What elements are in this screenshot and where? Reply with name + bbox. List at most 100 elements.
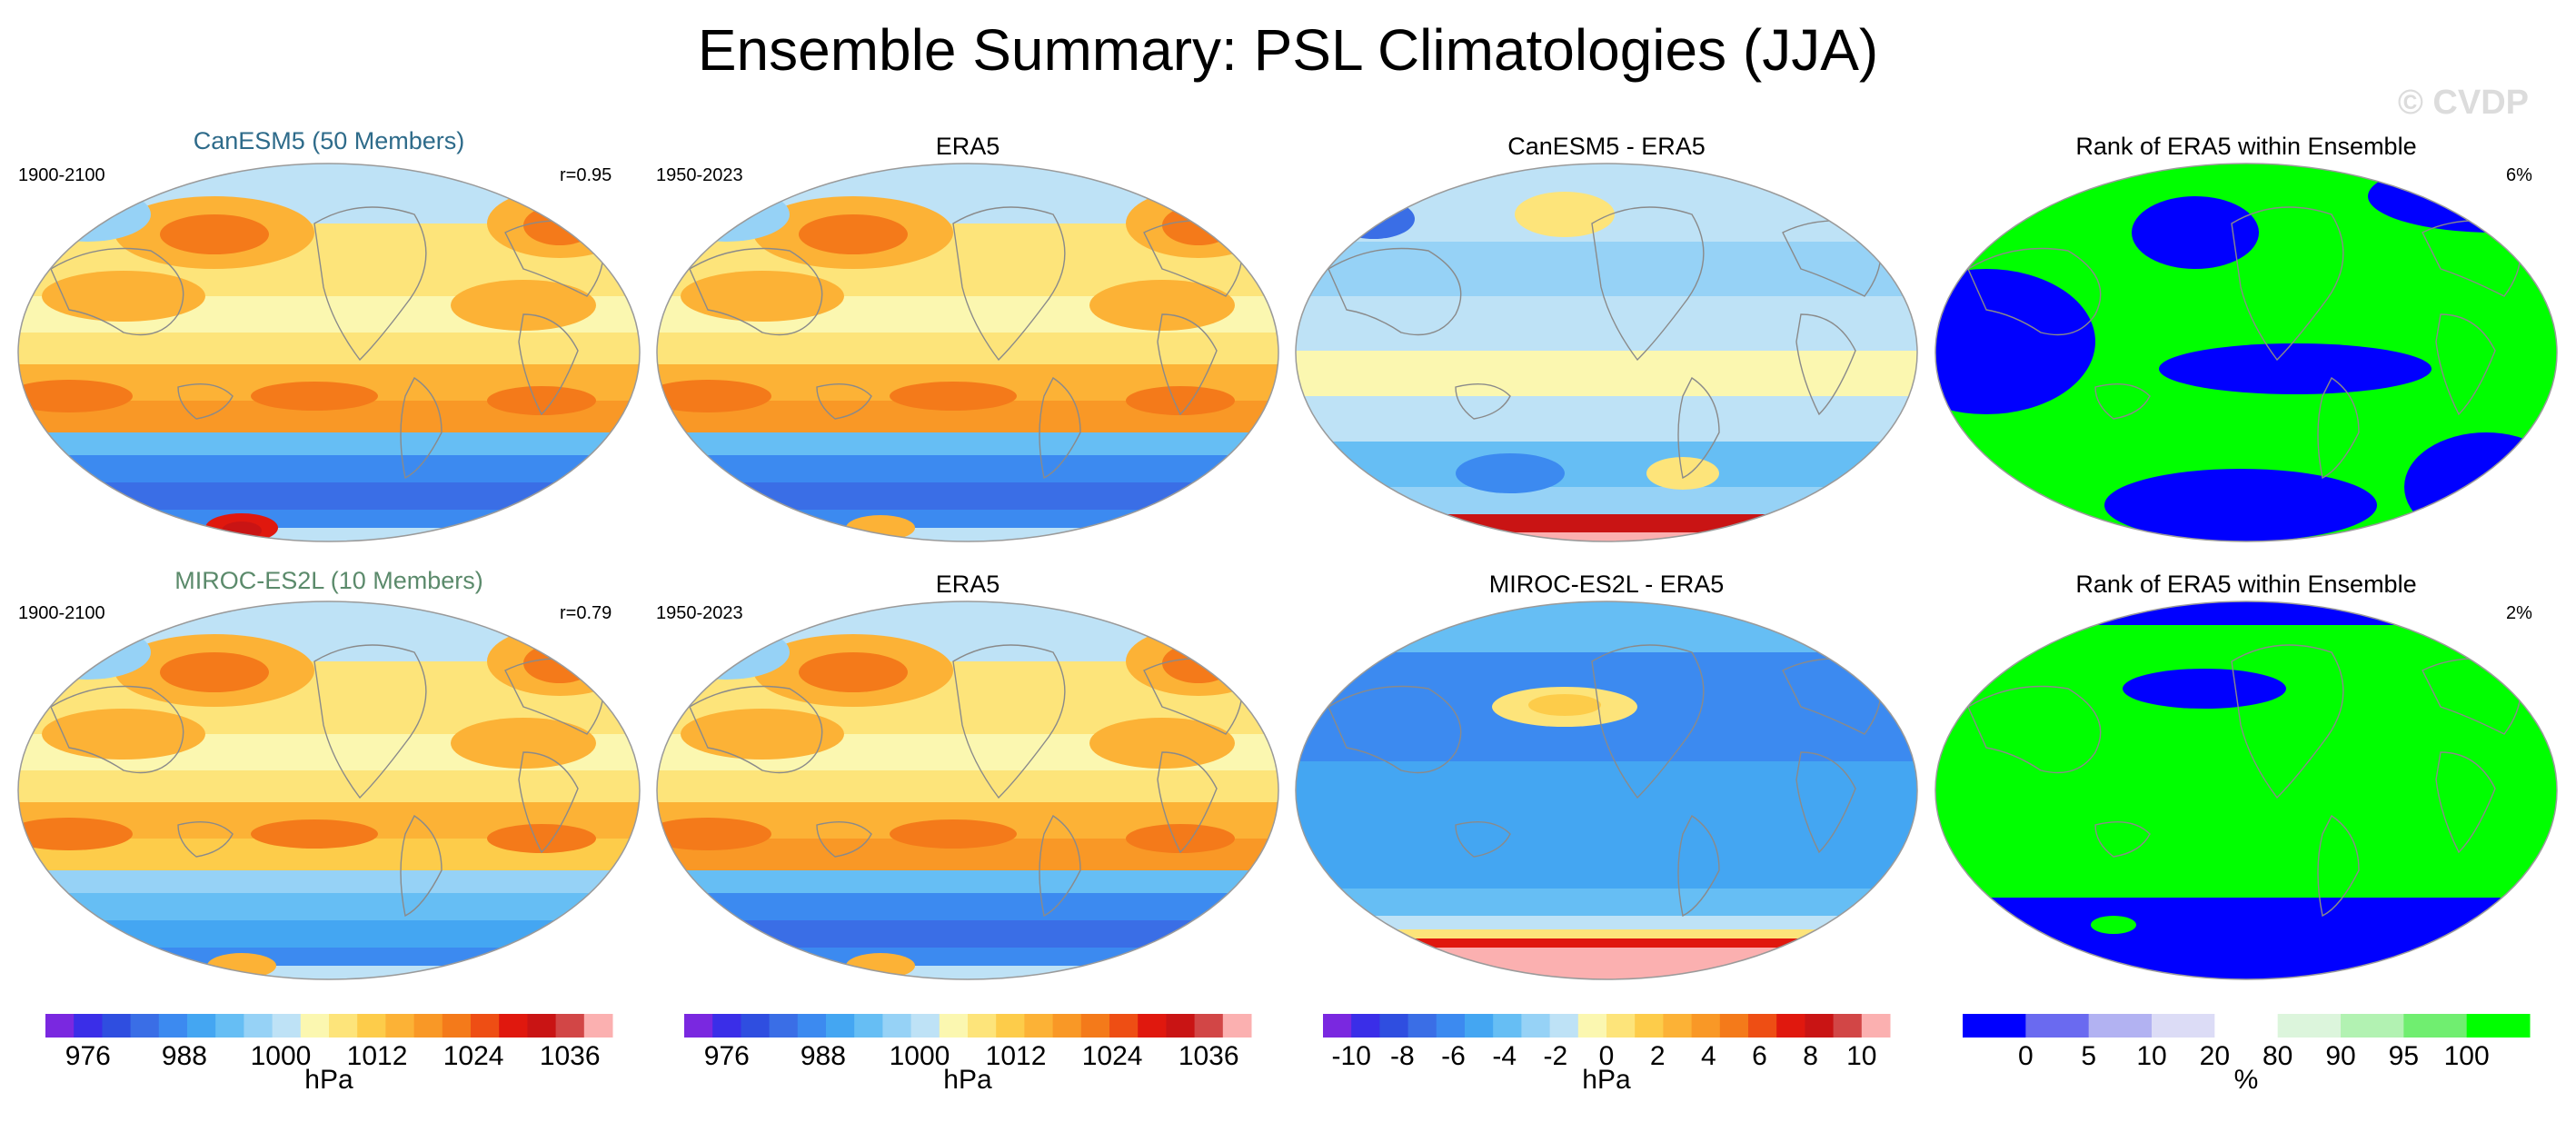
- colorbar-swatch: [357, 1014, 386, 1038]
- colorbar-swatch: [769, 1014, 799, 1038]
- colorbar-swatch: [1323, 1014, 1352, 1038]
- colorbar-swatch: [1549, 1014, 1579, 1038]
- colorbar-tick-label: 1000: [890, 1041, 950, 1071]
- colorbar-swatch: [1833, 1014, 1863, 1038]
- pattern-correlation-canesm5: r=0.95: [560, 165, 612, 185]
- colorbar-swatch: [215, 1014, 244, 1038]
- colorbar-swatch: [74, 1014, 103, 1038]
- colorbar-swatch: [385, 1014, 415, 1038]
- colorbar-swatch: [684, 1014, 713, 1038]
- colorbar-swatch: [158, 1014, 188, 1038]
- panel-title-rank-row1: Rank of ERA5 within Ensemble: [2075, 133, 2417, 160]
- panel-title-era5-row1: ERA5: [935, 133, 1000, 160]
- colorbar-tick-label: 0: [2018, 1041, 2034, 1071]
- colorbar-psl-obs: 976 988 1000 1012 1024 1036: [684, 1014, 1252, 1071]
- colorbar-swatch: [910, 1014, 940, 1038]
- colorbar-tick-label: 80: [2263, 1041, 2293, 1071]
- rank-percent-row2: 2%: [2506, 603, 2532, 623]
- colorbar-swatch: [1166, 1014, 1196, 1038]
- colorbar-swatch: [1805, 1014, 1835, 1038]
- colorbar-rank: 0 5 10 20 80 90 95 100: [1963, 1014, 2531, 1071]
- colorbar-swatch: [1663, 1014, 1693, 1038]
- figure-title: Ensemble Summary: PSL Climatologies (JJA…: [697, 17, 1879, 83]
- colorbar-tick-label: -10: [1332, 1041, 1371, 1071]
- colorbar-swatch: [471, 1014, 500, 1038]
- colorbar-swatch: [1080, 1014, 1110, 1038]
- colorbar-swatch: [882, 1014, 912, 1038]
- colorbar-unit-rank: %: [2233, 1065, 2259, 1095]
- colorbar-tick-label: 5: [2081, 1041, 2096, 1071]
- colorbar-swatch: [442, 1014, 472, 1038]
- colorbar-swatch: [2214, 1014, 2279, 1038]
- colorbar-swatch: [1577, 1014, 1607, 1038]
- colorbar-tick-label: 100: [2444, 1041, 2490, 1071]
- colorbar-swatch: [130, 1014, 160, 1038]
- colorbar-swatch: [1138, 1014, 1167, 1038]
- colorbar-tick-label: -2: [1543, 1041, 1567, 1071]
- colorbar-swatch: [300, 1014, 330, 1038]
- colorbar-swatch: [2277, 1014, 2342, 1038]
- colorbar-tick-label: 988: [162, 1041, 207, 1071]
- pattern-correlation-miroc: r=0.79: [560, 603, 612, 623]
- colorbar-swatch: [968, 1014, 997, 1038]
- colorbar-swatch: [1109, 1014, 1139, 1038]
- panel-title-diff-canesm5: CanESM5 - ERA5: [1507, 133, 1706, 160]
- colorbar-tick-label: 8: [1803, 1041, 1818, 1071]
- colorbar-swatch: [797, 1014, 827, 1038]
- period-label-era5-row2: 1950-2023: [656, 603, 743, 623]
- colorbar-tick-label: 1012: [347, 1041, 408, 1071]
- colorbar-swatch: [1436, 1014, 1466, 1038]
- colorbar-swatch: [1963, 1014, 2026, 1038]
- colorbar-swatch: [1776, 1014, 1805, 1038]
- colorbar-swatch: [1691, 1014, 1721, 1038]
- colorbar-tick-label: 20: [2200, 1041, 2230, 1071]
- colorbar-swatch: [2466, 1014, 2531, 1038]
- colorbar-tick-label: 0: [1599, 1041, 1615, 1071]
- colorbar-swatch: [1719, 1014, 1749, 1038]
- colorbar-swatch: [2025, 1014, 2090, 1038]
- colorbar-swatch: [1407, 1014, 1437, 1038]
- cvdp-watermark: © CVDP: [2397, 84, 2529, 122]
- period-label-canesm5: 1900-2100: [18, 165, 105, 185]
- colorbar-swatch: [996, 1014, 1025, 1038]
- colorbar-tick-label: 90: [2325, 1041, 2355, 1071]
- colorbar-swatch: [2341, 1014, 2404, 1038]
- colorbar-tick-label: 976: [704, 1041, 750, 1071]
- panel-title-rank-row2: Rank of ERA5 within Ensemble: [2075, 571, 2417, 598]
- map-canesm5-minus-era5: [1292, 160, 1921, 545]
- colorbar-swatch: [1194, 1014, 1224, 1038]
- colorbar-swatch: [741, 1014, 771, 1038]
- colorbar-swatch: [244, 1014, 274, 1038]
- colorbar-tick-label: 1024: [443, 1041, 504, 1071]
- colorbar-tick-label: 6: [1752, 1041, 1767, 1071]
- colorbar-swatch: [2088, 1014, 2153, 1038]
- colorbar-tick-label: 1000: [251, 1041, 312, 1071]
- panel-title-miroc: MIROC-ES2L (10 Members): [174, 567, 483, 594]
- panel-title-canesm5: CanESM5 (50 Members): [193, 127, 465, 154]
- map-rank-row1: [1932, 160, 2561, 545]
- colorbar-swatch: [1748, 1014, 1777, 1038]
- period-label-miroc: 1900-2100: [18, 603, 105, 623]
- colorbar-swatch: [826, 1014, 855, 1038]
- colorbar-swatch: [102, 1014, 132, 1038]
- colorbar-unit-psl-obs: hPa: [943, 1065, 992, 1095]
- colorbar-tick-label: 1036: [540, 1041, 601, 1071]
- colorbar-swatch: [1379, 1014, 1409, 1038]
- colorbar-swatch: [1222, 1014, 1252, 1038]
- colorbar-swatch: [854, 1014, 883, 1038]
- colorbar-swatch: [1465, 1014, 1494, 1038]
- colorbar-tick-label: 988: [801, 1041, 846, 1071]
- map-era5-psl-row1: [653, 160, 1282, 545]
- colorbar-swatch: [1024, 1014, 1054, 1038]
- colorbar-swatch: [187, 1014, 216, 1038]
- colorbar-swatch: [499, 1014, 528, 1038]
- colorbar-tick-label: 2: [1650, 1041, 1666, 1071]
- colorbar-tick-label: 4: [1701, 1041, 1716, 1071]
- colorbar-tick-label: 10: [2136, 1041, 2166, 1071]
- colorbar-swatch: [329, 1014, 358, 1038]
- period-label-era5-row1: 1950-2023: [656, 165, 743, 185]
- colorbar-unit-psl-model: hPa: [304, 1065, 353, 1095]
- colorbar-swatch: [583, 1014, 613, 1038]
- colorbar-unit-diff: hPa: [1582, 1065, 1631, 1095]
- map-miroc-minus-era5: [1292, 598, 1921, 983]
